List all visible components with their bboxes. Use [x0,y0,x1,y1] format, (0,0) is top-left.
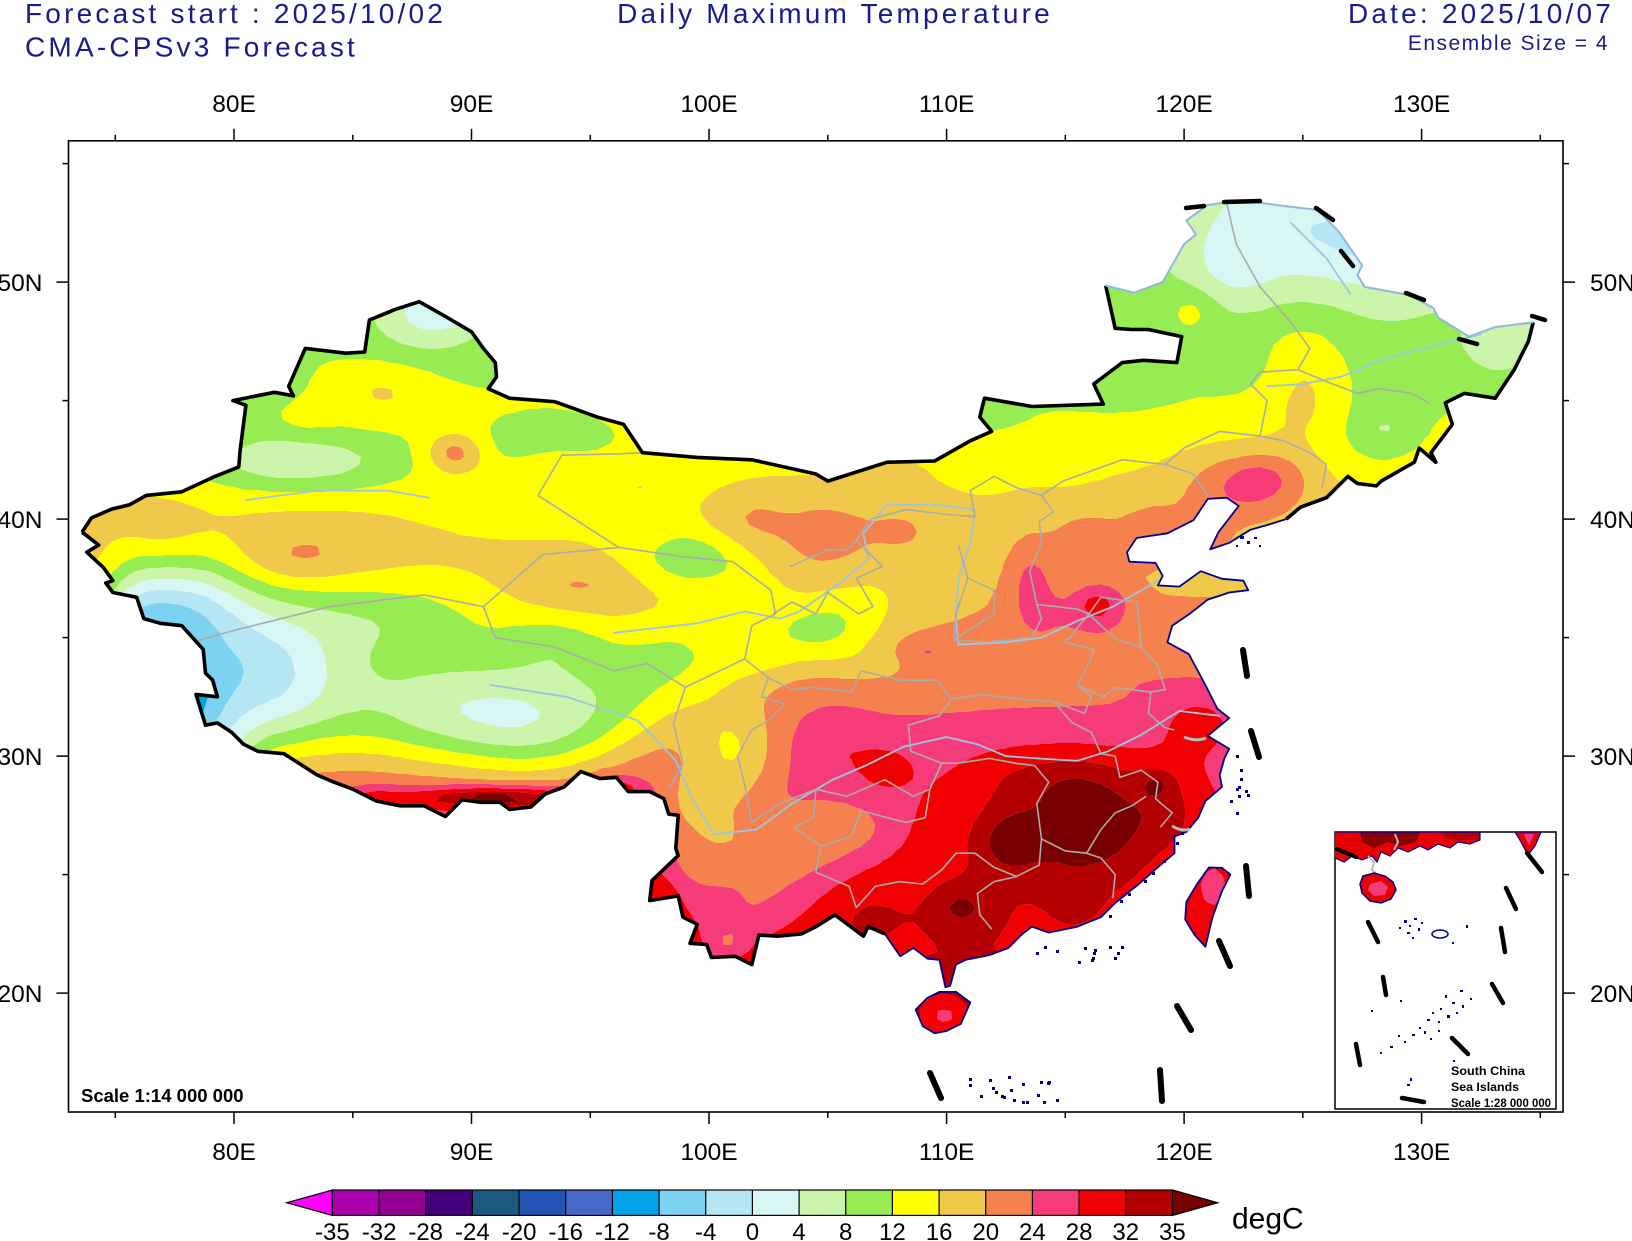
svg-text:100E: 100E [680,91,737,118]
svg-text:degC: degC [1232,1203,1304,1236]
svg-text:30N: 30N [1590,744,1632,771]
svg-text:12: 12 [879,1219,906,1241]
svg-text:130E: 130E [1393,1139,1450,1166]
svg-text:50N: 50N [1590,270,1632,297]
svg-text:Sea Islands: Sea Islands [1451,1080,1519,1094]
svg-text:-8: -8 [648,1219,669,1241]
svg-text:-16: -16 [548,1219,583,1241]
svg-text:0: 0 [746,1219,759,1241]
svg-text:CMA-CPSv3 Forecast: CMA-CPSv3 Forecast [25,32,358,63]
svg-text:Scale 1:14 000 000: Scale 1:14 000 000 [81,1085,244,1106]
svg-text:4: 4 [792,1219,805,1241]
svg-text:20N: 20N [1590,981,1632,1008]
svg-text:South China: South China [1451,1064,1525,1078]
svg-text:50N: 50N [0,270,43,297]
svg-text:24: 24 [1019,1219,1046,1241]
svg-text:130E: 130E [1393,91,1450,118]
svg-text:16: 16 [926,1219,953,1241]
svg-text:80E: 80E [212,91,256,118]
svg-text:30N: 30N [0,744,43,771]
svg-text:-35: -35 [315,1219,350,1241]
svg-text:Date: 2025/10/07: Date: 2025/10/07 [1348,0,1614,29]
svg-text:Forecast start : 2025/10/02: Forecast start : 2025/10/02 [25,0,446,29]
svg-text:120E: 120E [1155,91,1212,118]
svg-text:Daily Maximum Temperature: Daily Maximum Temperature [617,0,1053,29]
svg-text:110E: 110E [919,1139,974,1166]
svg-text:Ensemble Size = 4: Ensemble Size = 4 [1408,32,1609,55]
svg-text:20: 20 [972,1219,999,1241]
svg-text:8: 8 [839,1219,852,1241]
svg-text:120E: 120E [1155,1139,1212,1166]
svg-text:35: 35 [1159,1219,1186,1241]
svg-text:Scale 1:28 000 000: Scale 1:28 000 000 [1451,1096,1551,1110]
svg-text:80E: 80E [212,1139,256,1166]
svg-text:40N: 40N [1590,507,1632,534]
svg-text:-4: -4 [695,1219,716,1241]
svg-text:110E: 110E [919,91,974,118]
svg-text:-28: -28 [408,1219,443,1241]
svg-text:-32: -32 [362,1219,397,1241]
svg-text:-12: -12 [595,1219,630,1241]
svg-text:-20: -20 [502,1219,537,1241]
svg-text:90E: 90E [450,1139,494,1166]
svg-text:28: 28 [1066,1219,1093,1241]
svg-text:90E: 90E [450,91,494,118]
svg-text:-24: -24 [455,1219,490,1241]
svg-text:100E: 100E [680,1139,737,1166]
svg-text:32: 32 [1112,1219,1139,1241]
svg-text:40N: 40N [0,507,43,534]
svg-text:20N: 20N [0,981,43,1008]
